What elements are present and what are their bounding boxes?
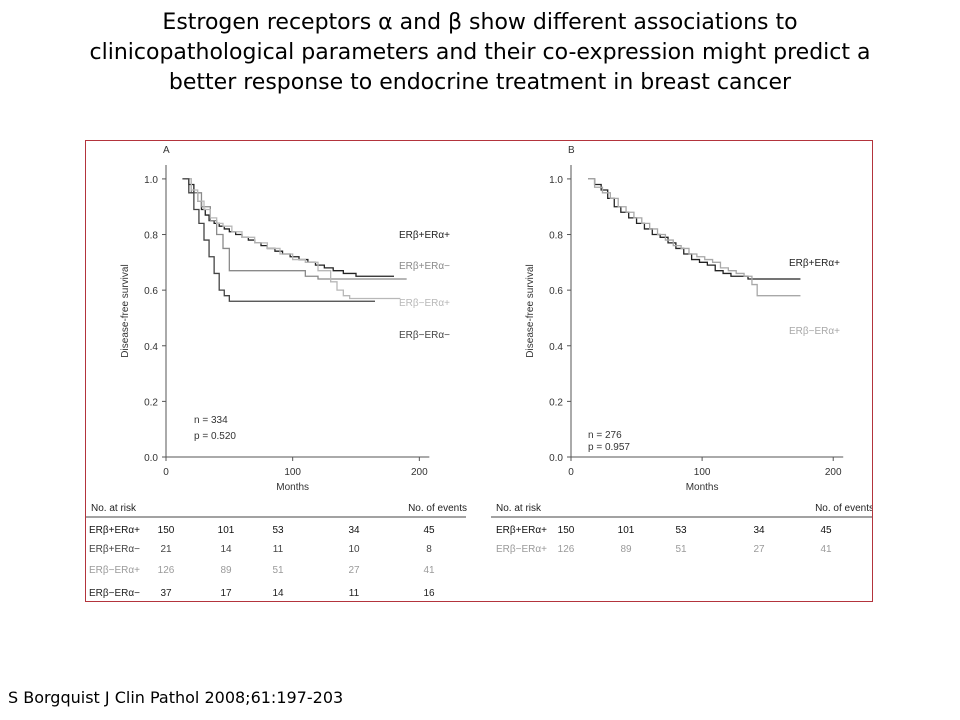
panel-b-risk-count: 27: [753, 544, 765, 555]
slide-title: Estrogen receptors α and β show differen…: [10, 8, 950, 98]
panel-b-stats-0: n = 276: [588, 430, 622, 441]
panel-a-risk-count: 51: [272, 565, 284, 576]
panel-a-risk-count: 53: [272, 525, 284, 536]
panel-a-legend-label-0: ERβ+ERα+: [399, 230, 450, 241]
panel-a-risk-count: 11: [273, 544, 284, 555]
panel-a-y-tick-label: 0.4: [144, 342, 158, 353]
panel-b-label: B: [568, 145, 575, 156]
panel-a-risk-events: 41: [423, 565, 435, 576]
panel-b-y-tick-label: 1.0: [549, 175, 563, 186]
panel-a-risk-row-label-1: ERβ+ERα−: [89, 544, 140, 555]
panel-a-x-tick-label: 0: [163, 467, 169, 478]
panel-a-legend-label-3: ERβ−ERα−: [399, 330, 450, 341]
panel-b-risk-count: 126: [558, 544, 575, 555]
panel-a-legend-label-1: ERβ+ERα−: [399, 261, 450, 272]
panel-b-legend-label-1: ERβ−ERα+: [789, 326, 840, 337]
panel-a-risk-count: 34: [348, 525, 360, 536]
panel-a-y-tick-label: 1.0: [144, 175, 158, 186]
panel-a-y-axis-title: Disease-free survival: [120, 264, 131, 357]
title-line-2: clinicopathological parameters and their…: [89, 40, 871, 65]
panel-b-x-tick-label: 0: [568, 467, 574, 478]
panel-b-y-tick-label: 0.0: [549, 453, 563, 464]
panel-b-risk-header: No. at risk: [496, 503, 542, 514]
panel-b-series-line-0: [588, 178, 801, 280]
panel-b-risk-count: 51: [675, 544, 687, 555]
panel-b-risk-row-label-0: ERβ+ERα+: [496, 525, 547, 536]
panel-a-x-tick-label: 200: [411, 467, 428, 478]
panel-b-events-header: No. of events: [815, 503, 872, 514]
panel-b-risk-row-label-1: ERβ−ERα+: [496, 544, 547, 555]
panel-a-series-line-3: [182, 178, 375, 302]
panel-a-risk-count: 37: [160, 588, 172, 599]
panel-a-risk-row-label-0: ERβ+ERα+: [89, 525, 140, 536]
panel-a-x-tick-label: 100: [284, 467, 301, 478]
panel-a-risk-count: 126: [158, 565, 175, 576]
panel-b-y-tick-label: 0.6: [549, 286, 563, 297]
panel-a-label: A: [163, 145, 170, 156]
panel-a-stats-1: p = 0.520: [194, 431, 236, 442]
panel-a-risk-count: 17: [220, 588, 232, 599]
panel-a-y-tick-label: 0.8: [144, 231, 158, 242]
panel-a-y-tick-label: 0.0: [144, 453, 158, 464]
panel-b-risk-count: 53: [675, 525, 687, 536]
panel-a-risk-count: 10: [348, 544, 360, 555]
panel-b-stats-1: p = 0.957: [588, 442, 630, 453]
panel-a-legend-label-2: ERβ−ERα+: [399, 298, 450, 309]
panel-b-risk-count: 34: [753, 525, 765, 536]
panel-a-risk-count: 89: [220, 565, 232, 576]
panel-b-y-tick-label: 0.2: [549, 397, 563, 408]
panel-a-risk-count: 11: [349, 588, 360, 599]
panel-b-risk-count: 150: [558, 525, 575, 536]
panel-a-stats-0: n = 334: [194, 415, 228, 426]
panel-a-risk-count: 14: [220, 544, 232, 555]
title-line-1: Estrogen receptors α and β show differen…: [162, 10, 798, 35]
panel-b-legend-label-0: ERβ+ERα+: [789, 258, 840, 269]
panel-a-risk-count: 21: [160, 544, 172, 555]
panel-a-y-tick-label: 0.2: [144, 397, 158, 408]
panel-a-series-line-1: [182, 178, 407, 280]
citation: S Borgquist J Clin Pathol 2008;61:197-20…: [8, 688, 344, 707]
panel-a-x-axis-title: Months: [276, 482, 309, 493]
panel-a-risk-events: 16: [423, 588, 435, 599]
panel-a-risk-header: No. at risk: [91, 503, 137, 514]
panel-a-y-tick-label: 0.6: [144, 286, 158, 297]
panel-a-risk-count: 27: [348, 565, 360, 576]
panel-b-x-tick-label: 200: [825, 467, 842, 478]
panel-a-risk-events: 8: [426, 544, 432, 555]
panel-b-x-axis-title: Months: [686, 482, 719, 493]
panel-b-x-tick-label: 100: [694, 467, 711, 478]
panel-b-risk-events: 41: [820, 544, 832, 555]
figure-frame: A 0.0 0.2 0.4 0.6 0.8 1.0 0 100 200 Months Disease-…: [85, 140, 874, 602]
panel-b-y-tick-label: 0.8: [549, 231, 563, 242]
panel-b-y-axis-title: Disease-free survival: [525, 264, 536, 357]
panel-a-risk-row-label-2: ERβ−ERα+: [89, 565, 140, 576]
panel-a-risk-events: 45: [423, 525, 435, 536]
panel-a-events-header: No. of events: [408, 503, 467, 514]
panel-a-risk-row-label-3: ERβ−ERα−: [89, 588, 140, 599]
panel-b-risk-count: 89: [620, 544, 632, 555]
panel-a-risk-count: 101: [218, 525, 235, 536]
panel-a-series-line-2: [182, 178, 401, 300]
panel-b-y-tick-label: 0.4: [549, 342, 563, 353]
panel-a-risk-count: 150: [158, 525, 175, 536]
panel-b-risk-count: 101: [618, 525, 635, 536]
title-line-3: better response to endocrine treatment i…: [168, 70, 792, 95]
panel-b-series-line-1: [588, 178, 801, 297]
panel-b-risk-events: 45: [820, 525, 832, 536]
survival-figure: A0.00.20.40.60.81.00 100 200MonthsDisease-…: [86, 145, 874, 599]
panel-a-risk-count: 14: [272, 588, 284, 599]
